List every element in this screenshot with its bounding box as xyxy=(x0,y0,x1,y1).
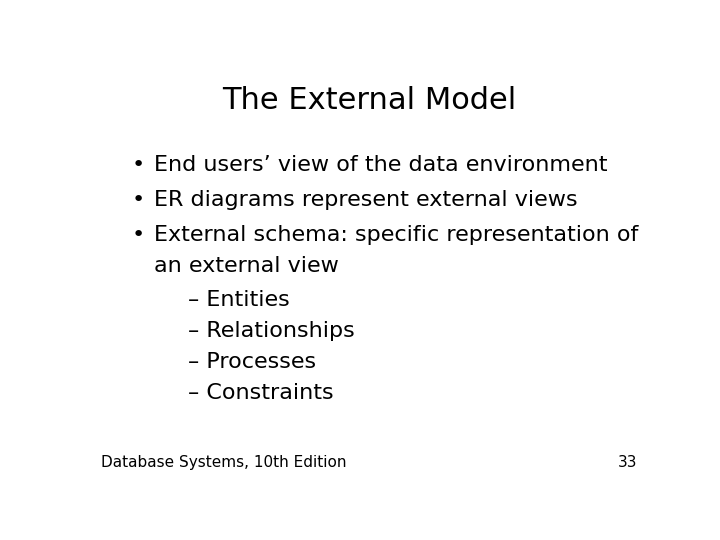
Text: – Relationships: – Relationships xyxy=(188,321,354,341)
Text: •: • xyxy=(132,190,145,210)
Text: •: • xyxy=(132,225,145,245)
Text: ER diagrams represent external views: ER diagrams represent external views xyxy=(154,190,577,210)
Text: •: • xyxy=(132,154,145,174)
Text: The External Model: The External Model xyxy=(222,86,516,114)
Text: – Processes: – Processes xyxy=(188,352,316,372)
Text: – Constraints: – Constraints xyxy=(188,383,333,403)
Text: External schema: specific representation of: External schema: specific representation… xyxy=(154,225,639,245)
Text: 33: 33 xyxy=(617,455,637,470)
Text: an external view: an external view xyxy=(154,256,339,276)
Text: Database Systems, 10th Edition: Database Systems, 10th Edition xyxy=(101,455,346,470)
Text: – Entities: – Entities xyxy=(188,290,289,310)
Text: End users’ view of the data environment: End users’ view of the data environment xyxy=(154,154,608,174)
